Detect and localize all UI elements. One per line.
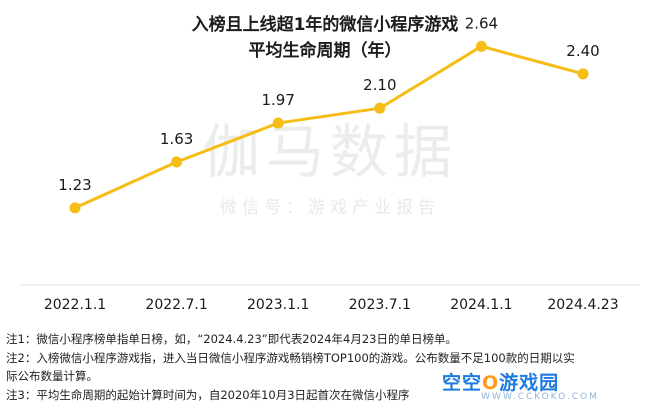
data-point — [475, 40, 487, 52]
footnotes: 注1：微信小程序榜单指单日榜，如，“2024.4.23”即代表2024年4月23… — [6, 330, 646, 404]
data-label: 1.23 — [58, 176, 91, 194]
data-point — [577, 68, 589, 80]
x-tick-label: 2024.1.1 — [450, 297, 512, 313]
logo-url: WWW.CCKOKO.COM — [481, 392, 599, 402]
footnote-2-cont: 际公布数量计算。 — [6, 369, 98, 383]
footnote-2: 注2：入榜微信小程序游戏指，进入当日微信小程序游戏畅销榜TOP100的游戏。公布… — [6, 350, 575, 365]
x-tick-label: 2024.4.23 — [547, 297, 618, 313]
logo-text: 空空O游戏园 — [442, 372, 560, 394]
series-line — [74, 44, 584, 210]
x-tick-label: 2022.1.1 — [44, 297, 106, 313]
x-tick-label: 2022.7.1 — [145, 297, 207, 313]
data-point — [272, 117, 284, 129]
chart-subtitle: 平均生命周期（年） — [248, 41, 402, 61]
data-label: 2.40 — [566, 42, 599, 60]
footnote-1: 注1：微信小程序榜单指单日榜，如，“2024.4.23”即代表2024年4月23… — [6, 332, 457, 346]
data-label: 1.63 — [160, 130, 193, 148]
site-logo[interactable]: 空空O游戏园 WWW.CCKOKO.COM — [436, 364, 644, 408]
data-label: 1.97 — [261, 91, 294, 109]
x-tick-label: 2023.7.1 — [349, 297, 411, 313]
data-point — [171, 156, 183, 168]
watermark-main: 伽马数据 — [202, 118, 458, 186]
x-tick-label: 2023.1.1 — [247, 297, 309, 313]
data-point — [69, 202, 81, 214]
data-point — [374, 102, 386, 114]
footnote-3: 注3：平均生命周期的起始计算时间为，自2020年10月3日起首次在微信小程序 — [6, 387, 410, 402]
data-label: 2.10 — [363, 76, 396, 94]
chart-title: 入榜且上线超1年的微信小程序游戏 — [191, 15, 459, 35]
watermark-sub: 微信号：游戏产业报告 — [220, 198, 440, 218]
line-chart: 伽马数据 微信号：游戏产业报告 1.23 1.63 1.97 2.10 2.64 2.40… — [20, 14, 640, 313]
data-label: 2.64 — [465, 14, 498, 32]
